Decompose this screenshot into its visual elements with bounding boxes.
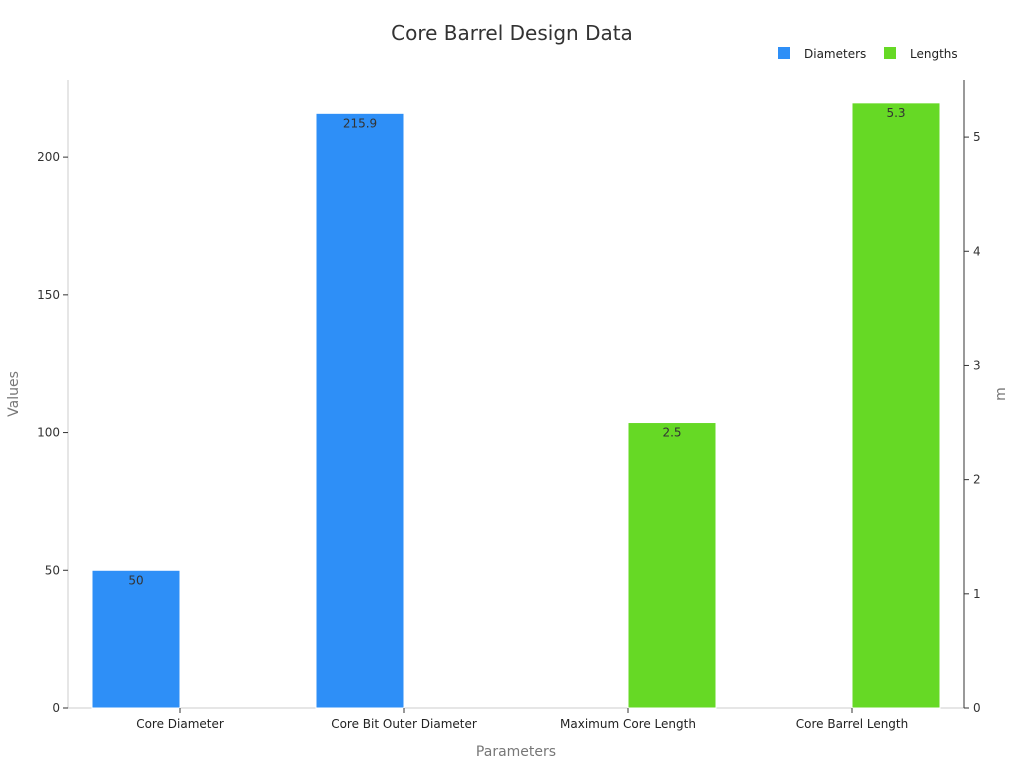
x-axis-title: Parameters — [476, 744, 556, 760]
y-tick-label: 50 — [45, 563, 60, 577]
y2-tick-label: 0 — [973, 701, 981, 715]
y2-axis-title: m — [993, 387, 1009, 401]
legend: Diameters Lengths — [778, 47, 958, 61]
bar-diameters — [91, 569, 181, 709]
bar-value-label: 215.9 — [343, 116, 377, 130]
legend-label: Diameters — [804, 47, 866, 61]
x-tick-label: Core Diameter — [136, 717, 224, 731]
legend-swatch-lengths — [884, 47, 896, 59]
y2-tick-label: 3 — [973, 358, 981, 372]
y2-tick-label: 2 — [973, 473, 981, 487]
bars — [91, 102, 941, 709]
legend-label: Lengths — [910, 47, 958, 61]
y-axis-ticks: 0 50 100 150 200 — [37, 150, 68, 715]
y-tick-label: 200 — [37, 150, 60, 164]
x-tick-label: Core Bit Outer Diameter — [331, 717, 477, 731]
y-tick-label: 150 — [37, 288, 60, 302]
legend-swatch-diameters — [778, 47, 790, 59]
bar-value-label: 5.3 — [886, 106, 905, 120]
bar-lengths — [851, 102, 941, 709]
bar-value-label: 50 — [128, 573, 143, 587]
bar-diameters — [315, 112, 405, 709]
y2-axis-ticks: 0 1 2 3 4 5 — [964, 130, 981, 715]
x-axis-ticks: Core Diameter Core Bit Outer Diameter Maxi… — [136, 708, 908, 731]
y2-tick-label: 1 — [973, 587, 981, 601]
y2-tick-label: 4 — [973, 244, 981, 258]
bar-lengths — [627, 422, 717, 709]
bar-value-label: 2.5 — [662, 426, 681, 440]
bar-labels: 50 215.9 2.5 5.3 — [128, 106, 905, 587]
y-tick-label: 0 — [52, 701, 60, 715]
x-tick-label: Maximum Core Length — [560, 717, 696, 731]
y-tick-label: 100 — [37, 426, 60, 440]
y-axis-title: Values — [6, 371, 22, 417]
chart-title: Core Barrel Design Data — [391, 21, 633, 45]
y2-tick-label: 5 — [973, 130, 981, 144]
x-tick-label: Core Barrel Length — [796, 717, 909, 731]
